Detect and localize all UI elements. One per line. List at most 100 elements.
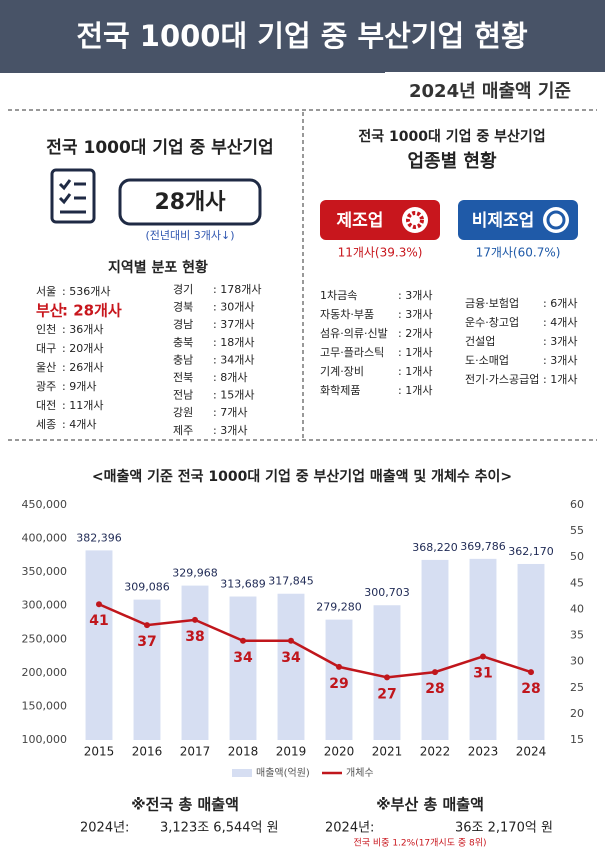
chart-title: <매출액 기준 전국 1000대 기업 중 부산기업 매출액 및 개체수 추이> — [92, 468, 512, 485]
bar-value-label: 329,968 — [172, 567, 218, 580]
item-name: 섬유·의류·신발 — [320, 327, 388, 340]
line-value-label: 34 — [233, 650, 253, 666]
left-title: 전국 1000대 기업 중 부산기업 — [46, 138, 273, 158]
line-value-label: 31 — [473, 665, 492, 681]
item-name: 인천 — [36, 322, 56, 336]
bar — [469, 558, 497, 740]
point — [96, 601, 102, 608]
item-name: 금융·보험업 — [465, 297, 519, 310]
item-name: 울산 — [36, 361, 56, 374]
y-tick-label: 200,000 — [22, 666, 68, 679]
y-tick-label: 250,000 — [22, 632, 68, 645]
y-tick-label: 400,000 — [22, 532, 68, 545]
x-tick-label: 2022 — [420, 745, 451, 759]
x-tick-label: 2018 — [228, 745, 259, 759]
x-tick-label: 2023 — [468, 745, 499, 759]
gear-icon — [406, 211, 424, 229]
item-count: : 28개사 — [62, 302, 122, 320]
footer-title: ※전국 총 매출액 — [131, 796, 239, 814]
y-tick-label: 450,000 — [22, 498, 68, 511]
item-count: : 4개사 — [543, 316, 577, 329]
item-name: 건설업 — [465, 335, 495, 348]
non-manufacturing-label: 비제조업 — [472, 211, 535, 231]
bar-value-label: 369,786 — [460, 540, 506, 553]
right-subtitle: 업종별 현황 — [407, 151, 497, 172]
point — [288, 637, 294, 644]
bar — [229, 596, 257, 740]
point — [240, 637, 246, 644]
legend-label: 매출액(억원) — [256, 767, 310, 779]
region-title: 지역별 분포 현황 — [108, 259, 208, 276]
bar-value-label: 362,170 — [508, 545, 554, 558]
footer-year: 2024년: — [325, 821, 374, 836]
bar-value-label: 313,689 — [220, 578, 266, 591]
point — [432, 669, 438, 676]
item-count: : 4개사 — [62, 418, 96, 431]
item-name: 광주 — [36, 380, 56, 393]
point — [384, 674, 390, 681]
bar-value-label: 317,845 — [268, 575, 314, 588]
item-name: 전북 — [173, 371, 193, 384]
y2-tick-label: 20 — [570, 707, 584, 720]
legend-label: 개체수 — [346, 767, 374, 779]
total: 28개사 — [154, 190, 226, 215]
line-value-label: 37 — [137, 634, 156, 650]
line-value-label: 28 — [521, 681, 540, 697]
x-tick-label: 2017 — [180, 745, 211, 759]
total-box — [118, 178, 262, 226]
item-name: 세종 — [36, 418, 56, 431]
item-count: : 26개사 — [62, 361, 103, 374]
item-count: : 178개사 — [213, 283, 261, 296]
item-name: 전기·가스공급업 — [465, 373, 539, 386]
header-band — [0, 0, 605, 72]
y2-tick-label: 55 — [570, 524, 584, 537]
item-count: : 11개사 — [62, 399, 103, 412]
item-name: 경남 — [173, 318, 193, 331]
footer-note: 전국 비중 1.2%(17개시도 중 8위) — [353, 838, 486, 849]
item-count: : 30개사 — [213, 301, 254, 314]
item-count: : 3개사 — [398, 308, 432, 321]
bar — [277, 593, 305, 740]
item-count: : 3개사 — [398, 289, 432, 302]
item-name: 전남 — [173, 389, 193, 402]
item-count: : 18개사 — [213, 336, 254, 349]
y2-tick-label: 50 — [570, 550, 584, 563]
bar-value-label: 279,280 — [316, 601, 362, 614]
line-value-label: 38 — [185, 629, 204, 645]
subtitle: 2024년 매출액 기준 — [409, 81, 571, 102]
item-count: : 20개사 — [62, 342, 103, 355]
bar-value-label: 368,220 — [412, 541, 458, 554]
bar-value-label: 309,086 — [124, 581, 170, 594]
item-name: 1차금속 — [320, 289, 357, 302]
item-count: : 1개사 — [398, 384, 432, 397]
legend-swatch — [232, 769, 252, 777]
item-count: : 34개사 — [213, 353, 254, 366]
y2-tick-label: 25 — [570, 681, 584, 694]
item-name: 기계·장비 — [320, 365, 364, 378]
gear-icon — [402, 207, 428, 233]
y2-tick-label: 35 — [570, 629, 584, 642]
bar — [85, 550, 113, 740]
item-name: 제주 — [173, 424, 193, 437]
manufacturing-summary: 11개사(39.3%) — [338, 246, 423, 260]
bar-value-label: 300,703 — [364, 586, 410, 599]
item-count: : 6개사 — [543, 297, 577, 310]
y-tick-label: 350,000 — [22, 565, 68, 578]
footer-title: ※부산 총 매출액 — [376, 796, 484, 814]
y2-tick-label: 15 — [570, 733, 584, 746]
item-name: 강원 — [173, 406, 193, 419]
item-count: : 37개사 — [213, 318, 254, 331]
line-value-label: 28 — [425, 681, 444, 697]
point — [480, 653, 486, 660]
footer-year: 2024년: — [80, 821, 129, 836]
bar — [421, 559, 449, 740]
bar — [325, 619, 353, 740]
item-count: : 3개사 — [543, 354, 577, 367]
item-count: : 2개사 — [398, 327, 432, 340]
non-manufacturing-summary: 17개사(60.7%) — [476, 246, 561, 260]
bar — [181, 585, 209, 740]
page-title: 전국 1000대 기업 중 부산기업 현황 — [76, 19, 528, 53]
item-count: : 3개사 — [543, 335, 577, 348]
item-count: : 1개사 — [398, 346, 432, 359]
point — [336, 663, 342, 670]
